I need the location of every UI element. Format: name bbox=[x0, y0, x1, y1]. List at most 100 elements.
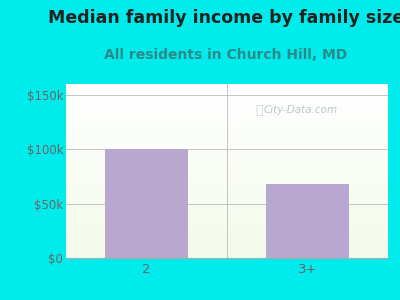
Bar bbox=[66, 218, 388, 219]
Bar bbox=[66, 115, 388, 116]
Bar bbox=[66, 163, 388, 164]
Bar bbox=[66, 182, 388, 183]
Bar bbox=[66, 134, 388, 135]
Bar bbox=[66, 241, 388, 242]
Bar bbox=[66, 161, 388, 162]
Bar bbox=[66, 232, 388, 233]
Bar bbox=[66, 136, 388, 137]
Bar bbox=[66, 181, 388, 182]
Bar bbox=[105, 149, 188, 258]
Bar bbox=[66, 102, 388, 103]
Bar bbox=[66, 143, 388, 144]
Bar bbox=[66, 157, 388, 158]
Bar bbox=[66, 169, 388, 170]
Bar bbox=[66, 246, 388, 247]
Bar bbox=[66, 146, 388, 147]
Bar bbox=[66, 127, 388, 128]
Bar bbox=[66, 94, 388, 95]
Bar bbox=[66, 212, 388, 213]
Bar bbox=[66, 235, 388, 236]
Bar bbox=[66, 192, 388, 193]
Bar bbox=[66, 168, 388, 169]
Bar bbox=[66, 137, 388, 138]
Bar bbox=[66, 84, 388, 85]
Bar bbox=[66, 238, 388, 239]
Bar bbox=[66, 140, 388, 141]
Bar bbox=[66, 198, 388, 199]
Bar bbox=[66, 123, 388, 124]
Bar bbox=[66, 203, 388, 204]
Bar bbox=[66, 138, 388, 139]
Bar bbox=[66, 251, 388, 252]
Bar bbox=[66, 175, 388, 176]
Bar bbox=[266, 184, 349, 258]
Bar bbox=[66, 85, 388, 86]
Bar bbox=[66, 149, 388, 150]
Bar bbox=[66, 257, 388, 258]
Bar bbox=[66, 191, 388, 192]
Bar bbox=[66, 206, 388, 207]
Bar bbox=[66, 133, 388, 134]
Bar bbox=[66, 228, 388, 229]
Bar bbox=[66, 145, 388, 146]
Bar bbox=[66, 183, 388, 184]
Bar bbox=[66, 98, 388, 99]
Bar bbox=[66, 159, 388, 160]
Bar bbox=[66, 205, 388, 206]
Bar bbox=[66, 244, 388, 245]
Bar bbox=[66, 170, 388, 171]
Bar bbox=[66, 126, 388, 127]
Bar bbox=[66, 87, 388, 88]
Text: Median family income by family size: Median family income by family size bbox=[48, 9, 400, 27]
Bar bbox=[66, 110, 388, 111]
Bar bbox=[66, 95, 388, 96]
Bar bbox=[66, 158, 388, 159]
Bar bbox=[66, 200, 388, 201]
Bar bbox=[66, 204, 388, 205]
Bar bbox=[66, 148, 388, 149]
Bar bbox=[66, 185, 388, 186]
Bar bbox=[66, 195, 388, 196]
Bar bbox=[66, 162, 388, 163]
Bar bbox=[66, 105, 388, 106]
Bar bbox=[66, 114, 388, 115]
Bar bbox=[66, 245, 388, 246]
Bar bbox=[66, 173, 388, 174]
Bar bbox=[66, 99, 388, 100]
Bar bbox=[66, 153, 388, 154]
Bar bbox=[66, 217, 388, 218]
Bar bbox=[66, 129, 388, 130]
Bar bbox=[66, 139, 388, 140]
Bar bbox=[66, 97, 388, 98]
Bar bbox=[66, 179, 388, 180]
Bar bbox=[66, 209, 388, 210]
Bar bbox=[66, 131, 388, 132]
Bar bbox=[66, 256, 388, 257]
Bar bbox=[66, 90, 388, 91]
Bar bbox=[66, 108, 388, 109]
Bar bbox=[66, 210, 388, 211]
Bar bbox=[66, 254, 388, 255]
Bar bbox=[66, 171, 388, 172]
Bar bbox=[66, 106, 388, 107]
Bar bbox=[66, 230, 388, 231]
Bar bbox=[66, 252, 388, 253]
Bar bbox=[66, 172, 388, 173]
Bar bbox=[66, 201, 388, 202]
Bar bbox=[66, 234, 388, 235]
Bar bbox=[66, 117, 388, 118]
Bar bbox=[66, 214, 388, 215]
Bar bbox=[66, 213, 388, 214]
Bar bbox=[66, 199, 388, 200]
Bar bbox=[66, 229, 388, 230]
Bar bbox=[66, 92, 388, 93]
Bar bbox=[66, 156, 388, 157]
Bar bbox=[66, 160, 388, 161]
Bar bbox=[66, 135, 388, 136]
Bar bbox=[66, 120, 388, 121]
Bar bbox=[66, 237, 388, 238]
Bar bbox=[66, 177, 388, 178]
Bar bbox=[66, 141, 388, 142]
Bar bbox=[66, 165, 388, 166]
Bar bbox=[66, 144, 388, 145]
